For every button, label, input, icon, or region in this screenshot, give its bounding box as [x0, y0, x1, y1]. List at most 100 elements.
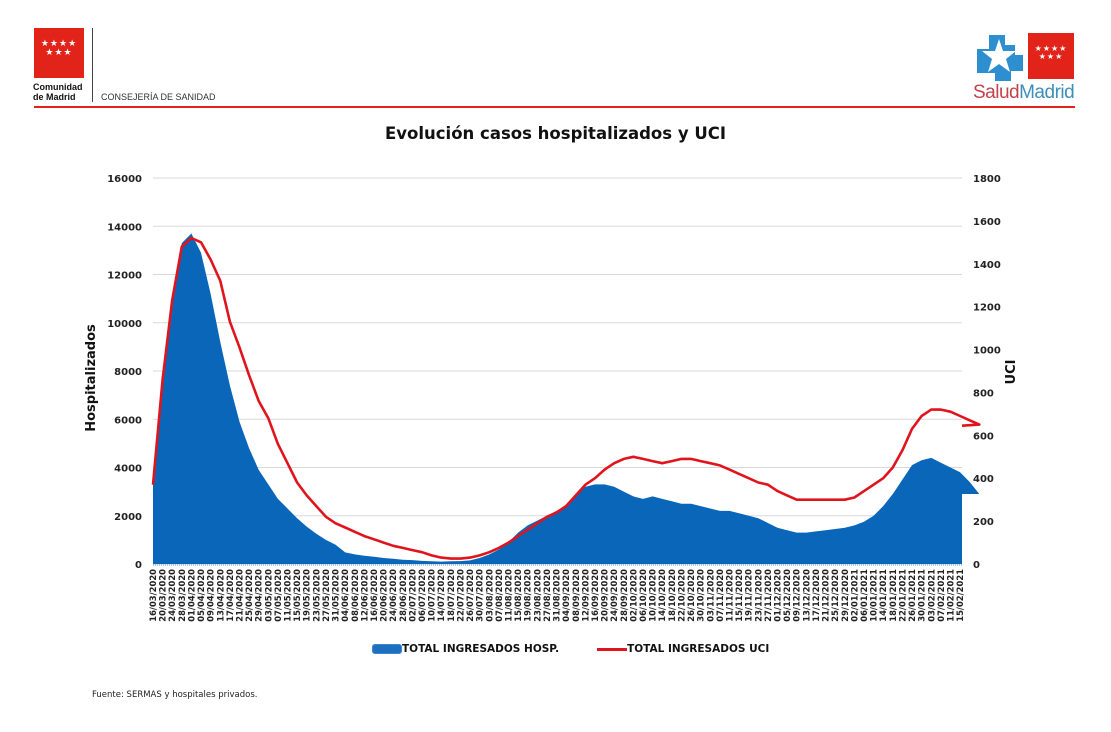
x-tick-label: 15/02/2021	[955, 569, 965, 622]
left-tick-label: 16000	[107, 174, 142, 185]
x-tick-label: 20/06/2020	[379, 569, 389, 622]
x-tick-label: 19/08/2020	[523, 569, 533, 622]
x-tick-label: 07/02/2021	[936, 569, 946, 622]
x-tick-label: 29/12/2020	[840, 569, 850, 622]
left-tick-label: 14000	[107, 222, 142, 233]
x-tick-label: 07/05/2020	[273, 569, 283, 622]
x-tick-label: 05/04/2020	[196, 569, 206, 622]
x-tick-label: 12/09/2020	[580, 569, 590, 622]
chart-legend: TOTAL INGRESADOS HOSP. TOTAL INGRESADOS …	[372, 643, 769, 655]
x-tick-label: 31/05/2020	[331, 569, 341, 622]
x-tick-label: 20/03/2020	[158, 569, 168, 622]
x-tick-label: 15/11/2020	[734, 569, 744, 622]
chart-title: Evolución casos hospitalizados y UCI	[385, 124, 726, 143]
x-tick-label: 09/12/2020	[792, 569, 802, 622]
logo-name-line1: Comunidad	[33, 82, 83, 92]
right-tick-label: 1600	[973, 217, 1001, 228]
x-tick-label: 16/03/2020	[148, 569, 158, 622]
x-tick-label: 02/10/2020	[628, 569, 638, 622]
logo-name-line2: de Madrid	[33, 92, 76, 102]
x-tick-label: 29/04/2020	[254, 569, 264, 622]
x-tick-label: 26/07/2020	[465, 569, 475, 622]
wordmark-salud: Salud	[973, 82, 1020, 103]
x-tick-label: 31/08/2020	[552, 569, 562, 622]
x-tick-label: 09/04/2020	[206, 569, 216, 622]
x-tick-label: 13/12/2020	[801, 569, 811, 622]
x-tick-label: 23/11/2020	[753, 569, 763, 622]
x-tick-label: 07/11/2020	[715, 569, 725, 622]
x-tick-label: 15/05/2020	[292, 569, 302, 622]
x-tick-label: 08/09/2020	[571, 569, 581, 622]
x-tick-label: 27/08/2020	[542, 569, 552, 622]
right-tick-label: 1800	[973, 174, 1001, 185]
x-tick-label: 21/12/2020	[821, 569, 831, 622]
x-tick-label: 12/06/2020	[359, 569, 369, 622]
hosp-area	[153, 233, 980, 564]
x-tick-label: 03/05/2020	[263, 569, 273, 622]
x-tick-label: 27/11/2020	[763, 569, 773, 622]
x-tick-label: 11/11/2020	[725, 569, 735, 622]
right-axis-ticks: 0 200 400 600 800 1000 1200 1400 1600 1800	[973, 174, 1001, 571]
x-tick-label: 18/10/2020	[667, 569, 677, 622]
salud-madrid-flag-logo: ★★★★ ★★★	[1028, 33, 1074, 79]
right-tick-label: 0	[973, 560, 980, 571]
x-tick-label: 30/10/2020	[696, 569, 706, 622]
x-tick-label: 28/03/2020	[177, 569, 187, 622]
x-tick-label: 21/04/2020	[235, 569, 245, 622]
left-axis-title: Hospitalizados	[84, 324, 99, 432]
x-tick-label: 16/06/2020	[369, 569, 379, 622]
x-tick-label: 14/10/2020	[657, 569, 667, 622]
header-divider	[92, 28, 93, 102]
right-tick-label: 600	[973, 431, 994, 442]
x-tick-label: 11/02/2021	[946, 569, 956, 622]
x-tick-label: 19/11/2020	[744, 569, 754, 622]
x-tick-label: 06/01/2021	[859, 569, 869, 622]
x-tick-label: 11/05/2020	[283, 569, 293, 622]
x-tick-label: 18/07/2020	[446, 569, 456, 622]
stars-icon: ★★★★ ★★★	[1034, 44, 1068, 61]
x-tick-label: 24/09/2020	[609, 569, 619, 622]
header-rule	[34, 106, 1075, 108]
department-name: CONSEJERÍA DE SANIDAD	[101, 92, 216, 102]
x-tick-label: 06/07/2020	[417, 569, 427, 622]
x-tick-label: 14/01/2021	[878, 569, 888, 622]
wordmark-madrid: Madrid	[1019, 82, 1075, 103]
x-tick-label: 11/08/2020	[504, 569, 514, 622]
comunidad-madrid-name: Comunidad de Madrid	[33, 82, 83, 102]
x-tick-label: 03/08/2020	[484, 569, 494, 622]
legend-uci-swatch	[597, 647, 628, 651]
x-tick-label: 07/08/2020	[494, 569, 504, 622]
right-tick-label: 800	[973, 388, 994, 399]
x-tick-label: 19/05/2020	[302, 569, 312, 622]
x-tick-label: 20/09/2020	[600, 569, 610, 622]
x-tick-label: 22/10/2020	[676, 569, 686, 622]
x-tick-label: 10/01/2021	[869, 569, 879, 622]
x-tick-label: 17/04/2020	[225, 569, 235, 622]
x-tick-label: 04/09/2020	[561, 569, 571, 622]
right-tick-label: 1000	[973, 346, 1001, 357]
legend-hosp-swatch	[372, 644, 402, 654]
x-tick-label: 15/08/2020	[513, 569, 523, 622]
x-tick-label: 18/01/2021	[888, 569, 898, 622]
x-tick-label: 08/06/2020	[350, 569, 360, 622]
x-tick-label: 05/12/2020	[782, 569, 792, 622]
x-tick-label: 23/05/2020	[311, 569, 321, 622]
left-tick-label: 10000	[107, 319, 142, 330]
x-tick-label: 04/06/2020	[340, 569, 350, 622]
left-axis-ticks: 0 2000 4000 6000 8000 10000 12000 14000 16000	[107, 174, 142, 571]
uci-line	[151, 236, 981, 560]
x-tick-label: 23/08/2020	[532, 569, 542, 622]
x-tick-label: 01/12/2020	[773, 569, 783, 622]
left-tick-label: 8000	[114, 367, 142, 378]
right-axis-title: UCI	[1004, 360, 1019, 385]
left-tick-label: 2000	[114, 512, 142, 523]
x-tick-label: 14/07/2020	[436, 569, 446, 622]
left-tick-label: 4000	[114, 464, 142, 475]
x-tick-label: 25/04/2020	[244, 569, 254, 622]
x-tick-label: 24/03/2020	[167, 569, 177, 622]
x-tick-label: 01/04/2020	[186, 569, 196, 622]
x-tick-label: 30/01/2021	[917, 569, 927, 622]
salud-madrid-cross-icon	[977, 35, 1023, 81]
right-tick-label: 1400	[973, 260, 1001, 271]
x-tick-label: 28/06/2020	[398, 569, 408, 622]
